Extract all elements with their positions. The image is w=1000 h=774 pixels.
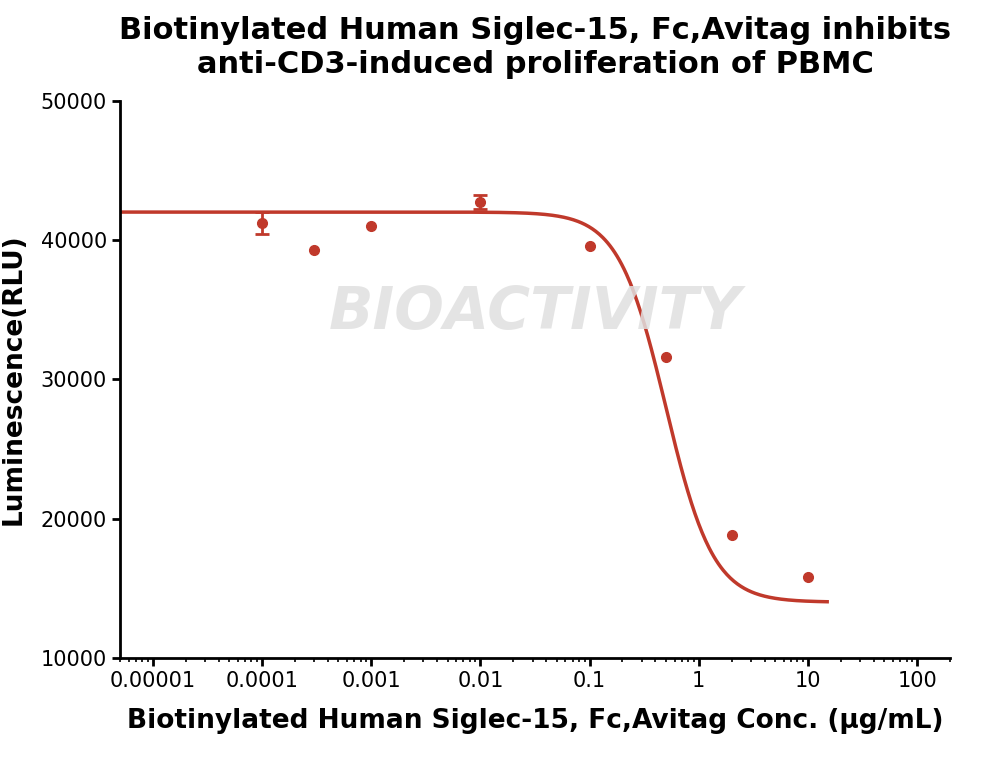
Text: BIOACTIVITY: BIOACTIVITY (329, 284, 741, 341)
Title: Biotinylated Human Siglec-15, Fc,Avitag inhibits
anti-CD3-induced proliferation : Biotinylated Human Siglec-15, Fc,Avitag … (119, 16, 951, 79)
X-axis label: Biotinylated Human Siglec-15, Fc,Avitag Conc. (μg/mL): Biotinylated Human Siglec-15, Fc,Avitag … (127, 707, 943, 734)
Y-axis label: Luminescence(RLU): Luminescence(RLU) (1, 234, 27, 525)
